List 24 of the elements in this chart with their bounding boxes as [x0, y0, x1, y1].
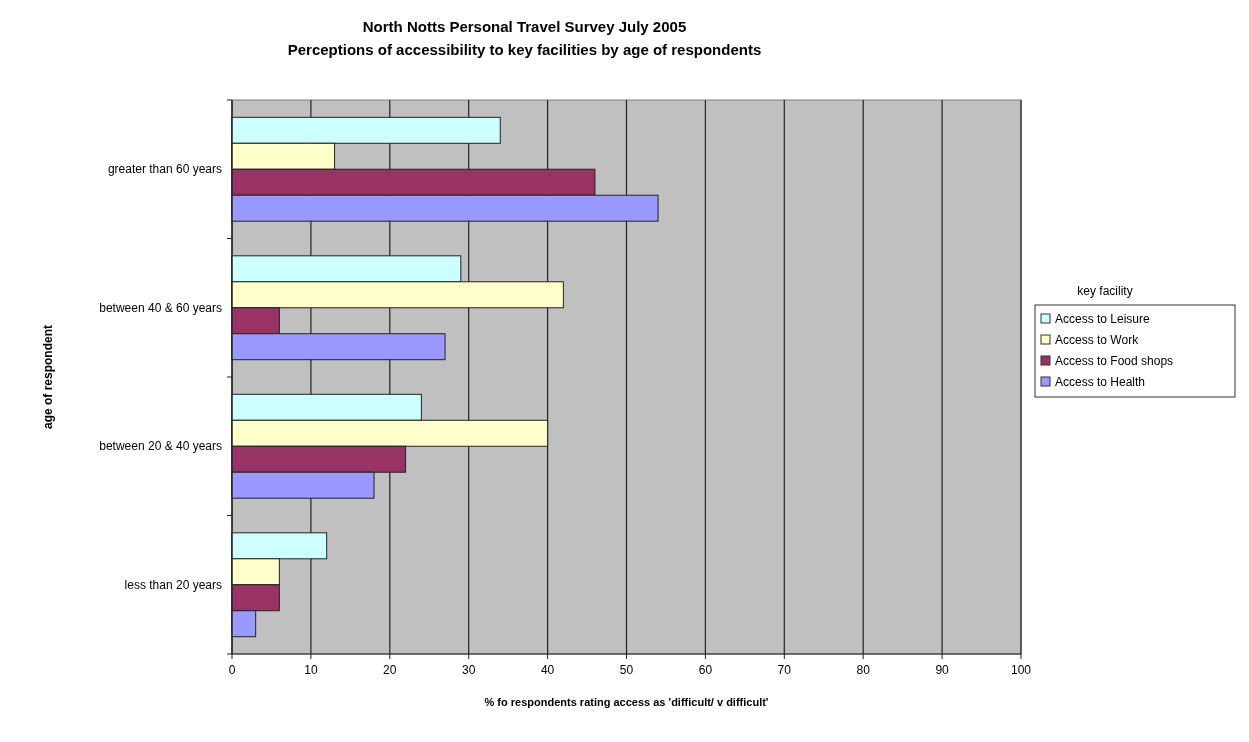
chart-subtitle: Perceptions of accessibility to key facilities by age of respondents: [287, 41, 762, 58]
legend-label: Access to Leisure: [1055, 312, 1151, 326]
x-tick-label: 50: [619, 663, 634, 677]
x-tick-label: 100: [1010, 663, 1032, 677]
chart-title: North Notts Personal Travel Survey July 2005: [362, 18, 687, 35]
x-tick-label: 70: [777, 663, 792, 677]
x-tick-label: 10: [304, 663, 318, 677]
x-tick-label: 90: [935, 663, 950, 677]
legend-label: Access to Health: [1055, 375, 1146, 389]
x-tick-label: 60: [698, 663, 713, 677]
y-tick-label: between 40 & 60 years: [99, 300, 222, 315]
x-tick-label: 40: [540, 663, 555, 677]
x-tick-label: 0: [228, 663, 236, 677]
legend-label: Access to Food shops: [1055, 354, 1174, 368]
y-tick-label: greater than 60 years: [107, 162, 222, 177]
y-tick-label: less than 20 years: [124, 577, 222, 592]
x-tick-label: 80: [856, 663, 871, 677]
legend-title: key facility: [1077, 284, 1133, 298]
y-tick-label: between 20 & 40 years: [99, 439, 222, 454]
y-axis-title: age of respondent: [41, 324, 55, 430]
x-axis-title: % fo respondents rating access as 'difficult/ v difficult': [484, 696, 769, 708]
x-tick-label: 30: [462, 663, 476, 677]
x-tick-label: 20: [383, 663, 397, 677]
legend-label: Access to Work: [1055, 333, 1140, 347]
